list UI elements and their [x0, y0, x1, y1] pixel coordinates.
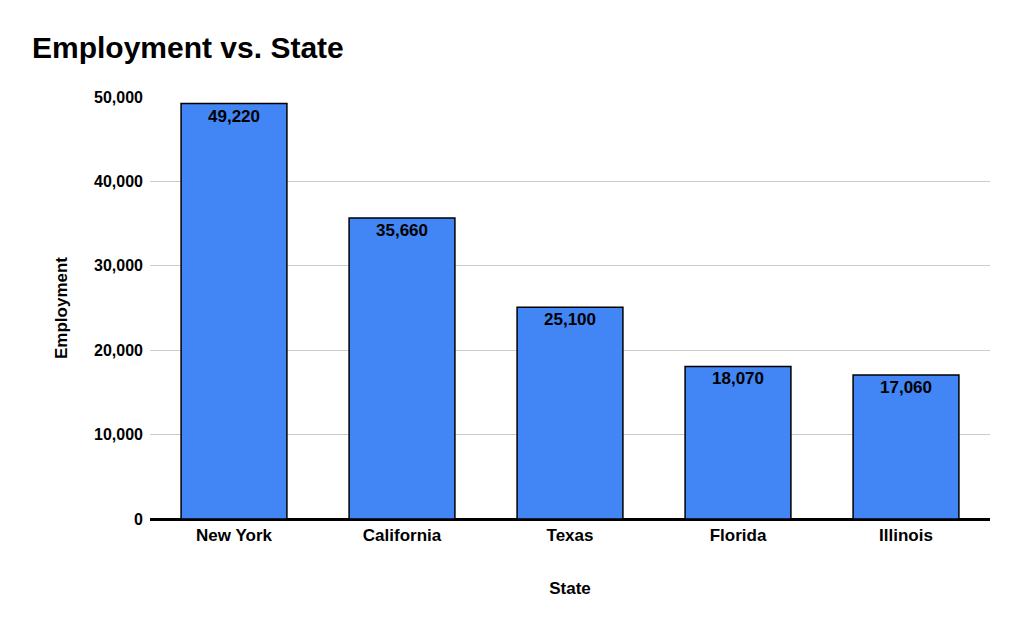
svg-text:35,660: 35,660 — [376, 221, 428, 240]
svg-text:State: State — [549, 579, 591, 598]
svg-text:25,100: 25,100 — [544, 310, 596, 329]
svg-text:30,000: 30,000 — [94, 257, 143, 274]
svg-text:50,000: 50,000 — [94, 89, 143, 106]
svg-text:New York: New York — [196, 526, 272, 545]
svg-text:Employment: Employment — [52, 257, 71, 359]
svg-text:17,060: 17,060 — [880, 378, 932, 397]
svg-text:Employment vs. State: Employment vs. State — [32, 31, 344, 64]
svg-text:California: California — [363, 526, 442, 545]
svg-text:40,000: 40,000 — [94, 173, 143, 190]
svg-text:20,000: 20,000 — [94, 342, 143, 359]
svg-text:18,070: 18,070 — [712, 369, 764, 388]
svg-text:Florida: Florida — [710, 526, 767, 545]
svg-text:Texas: Texas — [547, 526, 594, 545]
svg-text:Illinois: Illinois — [879, 526, 933, 545]
svg-text:0: 0 — [134, 511, 143, 528]
svg-text:10,000: 10,000 — [94, 426, 143, 443]
svg-text:49,220: 49,220 — [208, 107, 260, 126]
